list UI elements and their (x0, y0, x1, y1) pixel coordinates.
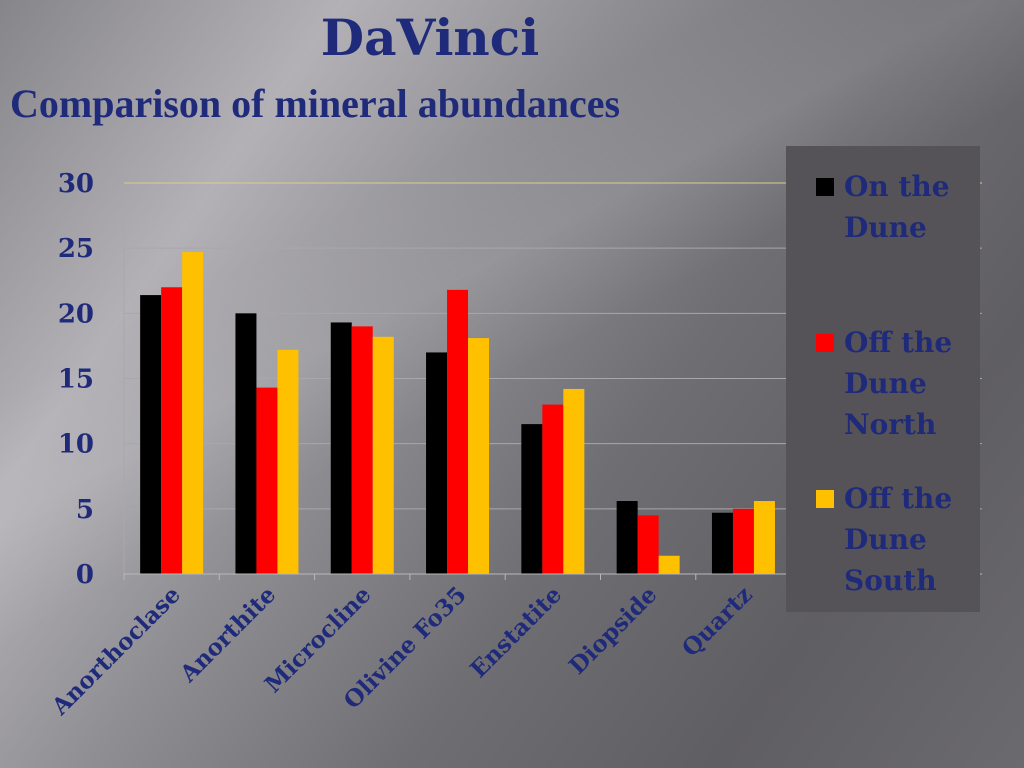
legend-swatch-black (816, 178, 834, 196)
x-tick-label: Quartz (677, 581, 758, 662)
bar (616, 501, 638, 574)
y-axis-tick-labels: 0 5 10 15 20 25 30 (58, 169, 94, 590)
bar (182, 252, 204, 574)
bar (753, 501, 775, 574)
legend-swatch-red (816, 334, 834, 352)
y-tick-label: 20 (58, 299, 94, 329)
x-tick-label: Enstatite (465, 581, 567, 683)
bar (351, 326, 373, 574)
bar (256, 387, 278, 574)
bar (372, 336, 394, 574)
bar (161, 287, 183, 574)
x-tick-label: Anorthoclase (46, 581, 186, 721)
y-tick-label: 10 (58, 430, 94, 460)
legend-label: Off the Dune South (844, 482, 953, 597)
bar (468, 338, 490, 574)
bar (658, 555, 680, 574)
bar (542, 404, 564, 574)
bar (277, 349, 299, 574)
y-tick-label: 30 (58, 169, 94, 199)
legend-label: Off the Dune North (844, 326, 953, 441)
bar (711, 512, 733, 574)
bar (637, 515, 659, 574)
bar (235, 313, 257, 574)
x-tick-label: Diopside (564, 581, 663, 680)
bar (447, 289, 469, 574)
bar (521, 424, 543, 574)
slide-title: DaVinci (320, 8, 540, 67)
slide-subtitle: Comparison of mineral abundances (10, 81, 621, 126)
y-tick-label: 0 (76, 560, 94, 590)
bar (330, 322, 352, 574)
y-tick-label: 5 (76, 495, 94, 525)
y-tick-label: 15 (58, 365, 94, 395)
bar (140, 295, 162, 574)
bar (426, 352, 448, 574)
legend: On the Dune Off the Dune North Off the D… (786, 146, 980, 612)
bar (563, 388, 585, 574)
bars (140, 252, 775, 574)
legend-swatch-yellow (816, 490, 834, 508)
y-tick-label: 25 (58, 234, 94, 264)
bar (732, 508, 754, 574)
legend-label: On the Dune (844, 170, 950, 244)
